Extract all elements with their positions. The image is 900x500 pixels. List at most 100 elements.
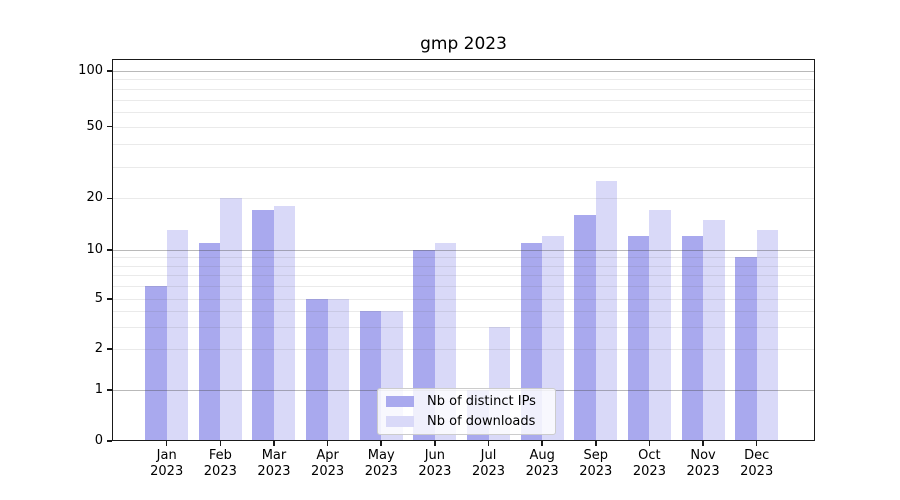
x-tick-label-mar: Mar 2023 [242,448,306,480]
gridline-minor-7 [112,275,815,277]
x-tick-oct [648,441,651,446]
x-tick-month: Nov [690,448,716,463]
x-tick-nov [702,441,704,446]
y-tick-label-5: 5 [94,291,103,306]
gridline-minor-50 [112,126,815,128]
x-tick-label-may: May 2023 [349,448,413,480]
bar-nb-of-downloads-oct [649,210,671,441]
x-tick-label-jul: Jul 2023 [457,448,521,480]
gridline-minor-30 [112,166,815,168]
gridline-minor-5 [112,299,815,300]
x-tick-month: May [367,448,395,463]
x-tick-feb [219,441,222,446]
x-tick-jan [165,441,168,446]
bar-nb-of-distinct-ips-jan [145,286,167,441]
legend-swatch-downloads [386,416,414,427]
bar-nb-of-downloads-feb [220,198,242,441]
gridline-minor-2 [112,349,815,350]
x-tick-label-oct: Oct 2023 [617,448,681,480]
x-tick-mar [273,441,275,446]
x-tick-aug [541,441,543,446]
x-tick-year: 2023 [257,464,291,479]
chart-title: gmp 2023 [420,34,507,54]
legend-label-distinct-ips: Nb of distinct IPs [427,393,536,409]
bar-nb-of-distinct-ips-mar [252,210,274,441]
x-tick-month: Dec [744,448,770,463]
y-tick-10 [107,249,112,251]
x-tick-year: 2023 [686,464,720,479]
x-tick-month: Mar [261,448,287,463]
x-tick-apr [326,441,329,446]
x-tick-year: 2023 [579,464,613,479]
y-tick-label-20: 20 [86,190,103,206]
y-tick-50 [107,125,112,128]
x-tick-label-apr: Apr 2023 [296,448,360,480]
x-tick-year: 2023 [525,464,559,479]
y-tick-label-100: 100 [78,63,103,78]
x-tick-month: Jun [424,448,446,463]
gridline-minor-70 [112,99,815,101]
x-tick-label-aug: Aug 2023 [510,448,574,480]
x-tick-year: 2023 [203,464,237,479]
gridline-minor-80 [112,88,815,90]
x-tick-month: Feb [208,448,232,463]
x-tick-sep [595,441,597,446]
bar-nb-of-distinct-ips-sep [574,214,596,441]
legend: Nb of distinct IPs Nb of downloads [377,388,556,435]
bar-nb-of-distinct-ips-nov [681,236,704,441]
x-tick-may [380,441,382,446]
x-tick-label-sep: Sep 2023 [564,448,628,480]
gridline-minor-9 [112,257,815,259]
x-tick-year: 2023 [632,464,666,479]
bar-nb-of-downloads-jan [166,230,189,441]
x-tick-year: 2023 [311,464,345,479]
y-tick-label-0: 0 [94,433,103,448]
x-tick-label-dec: Dec 2023 [725,448,789,480]
x-tick-year: 2023 [418,464,452,479]
y-tick-0 [107,440,112,442]
bar-nb-of-distinct-ips-may [359,311,382,441]
x-tick-month: Sep [583,448,609,463]
bar-nb-of-distinct-ips-apr [306,299,328,441]
bar-nb-of-downloads-mar [273,206,296,441]
bar-nb-of-downloads-dec [756,230,779,441]
x-tick-year: 2023 [364,464,398,479]
y-tick-label-2: 2 [94,341,103,356]
y-tick-100 [107,70,112,72]
x-tick-dec [755,441,758,446]
x-tick-jul [487,441,490,446]
x-tick-label-feb: Feb 2023 [188,448,252,480]
bar-nb-of-distinct-ips-dec [735,257,757,441]
y-tick-label-1: 1 [94,382,103,397]
gridline-major-100 [112,71,815,72]
x-tick-label-jun: Jun 2023 [403,448,467,480]
gridline-minor-90 [112,79,815,81]
y-tick-label-10: 10 [86,242,103,257]
legend-item-distinct-ips: Nb of distinct IPs [386,393,547,410]
x-tick-month: Jan [156,448,177,463]
gridline-major-10 [112,250,815,251]
y-tick-5 [107,298,112,300]
gridline-minor-60 [112,112,815,114]
bar-nb-of-downloads-sep [595,180,618,441]
x-tick-month: Jul [480,448,497,463]
x-tick-year: 2023 [740,464,774,479]
bar-nb-of-downloads-nov [703,219,725,441]
gridline-minor-6 [112,286,815,288]
legend-item-downloads: Nb of downloads [386,413,547,430]
y-tick-20 [107,197,112,200]
bar-nb-of-downloads-apr [327,299,350,441]
legend-swatch-distinct-ips [386,396,414,407]
x-tick-year: 2023 [471,464,506,479]
x-tick-label-nov: Nov 2023 [671,448,735,480]
gridline-minor-3 [112,326,815,328]
x-tick-jun [434,441,436,446]
x-tick-month: Oct [638,448,661,463]
bar-nb-of-distinct-ips-oct [627,236,650,441]
gridline-minor-4 [112,311,815,313]
gridline-minor-40 [112,144,815,146]
x-tick-year: 2023 [150,464,184,479]
gridline-minor-8 [112,265,815,267]
gridline-minor-20 [112,198,815,200]
x-tick-month: Apr [316,448,339,463]
